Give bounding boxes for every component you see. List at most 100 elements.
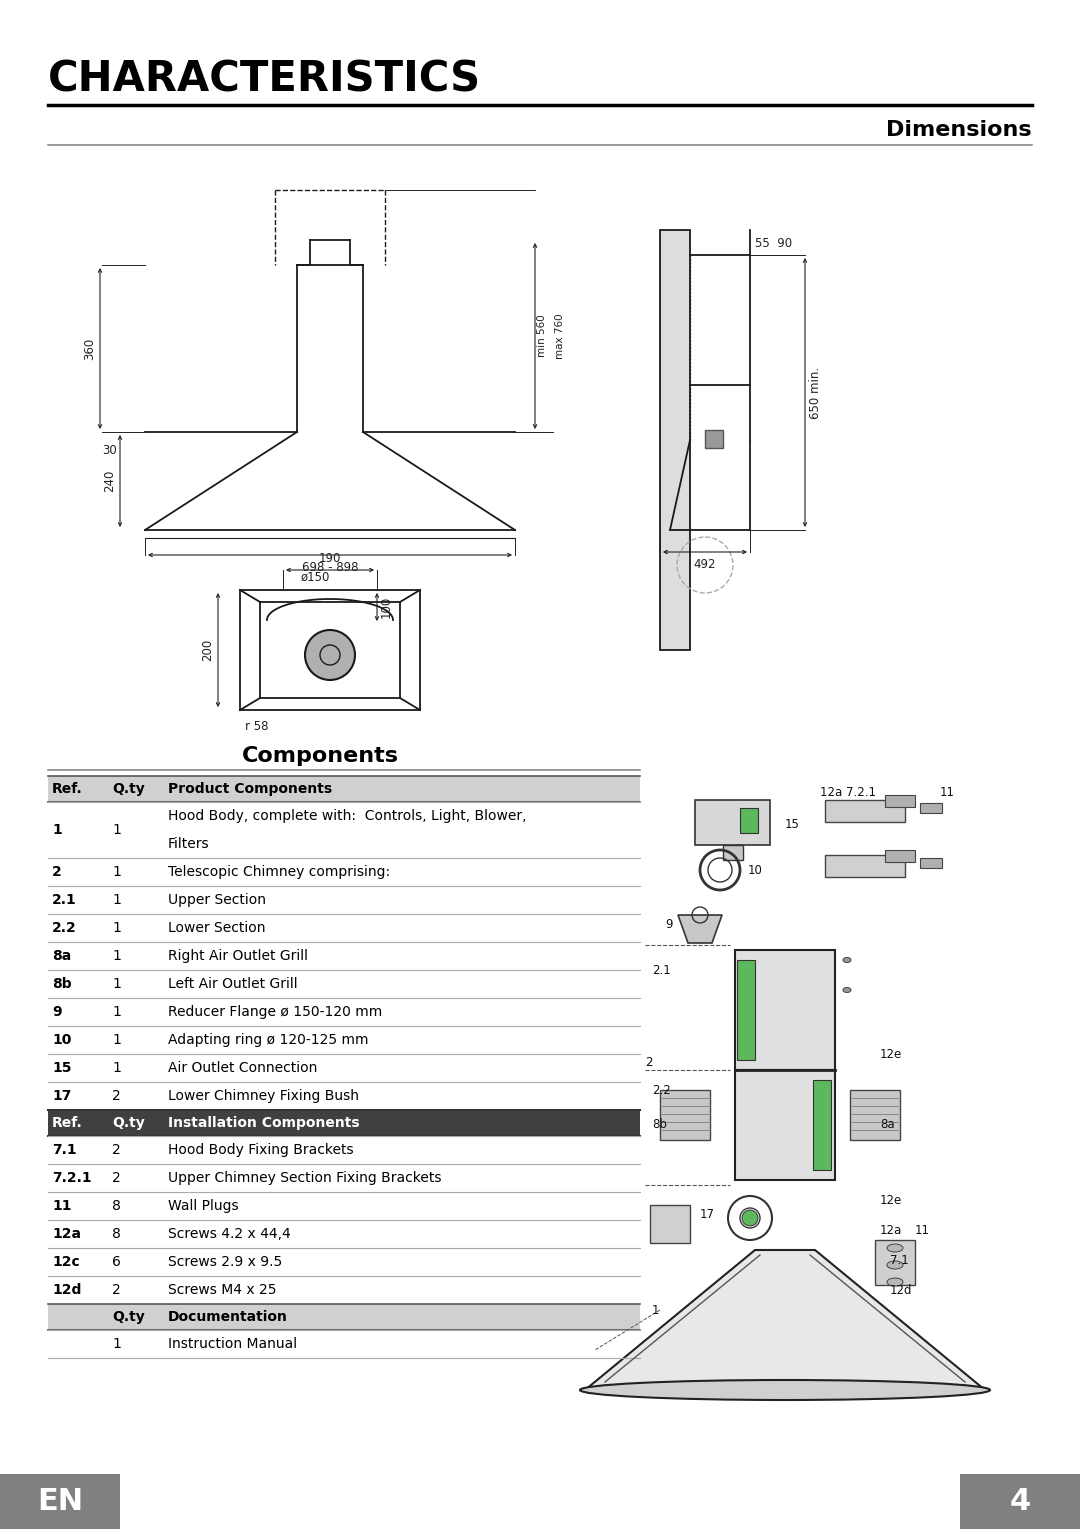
Text: Documentation: Documentation	[168, 1310, 288, 1324]
Bar	[920, 858, 942, 868]
Text: 1: 1	[112, 1336, 121, 1352]
Text: Ref.: Ref.	[52, 1116, 83, 1130]
Text: 12a: 12a	[52, 1226, 81, 1242]
Ellipse shape	[843, 988, 851, 992]
Text: 8: 8	[112, 1226, 121, 1242]
Circle shape	[305, 630, 355, 680]
Text: ø150: ø150	[300, 570, 329, 584]
Text: 11: 11	[52, 1199, 71, 1212]
Bar	[875, 1240, 915, 1284]
Text: Right Air Outlet Grill: Right Air Outlet Grill	[168, 950, 308, 963]
Text: 8a: 8a	[52, 950, 71, 963]
Bar	[885, 850, 915, 862]
Ellipse shape	[887, 1261, 903, 1269]
Text: Product Components: Product Components	[168, 781, 333, 797]
Text: 100: 100	[380, 596, 393, 618]
Bar	[825, 855, 905, 878]
Text: 11: 11	[940, 786, 955, 800]
FancyBboxPatch shape	[735, 1070, 835, 1180]
Text: Screws 4.2 x 44,4: Screws 4.2 x 44,4	[168, 1226, 291, 1242]
Bar	[48, 1110, 640, 1136]
Text: 7.1: 7.1	[890, 1254, 908, 1266]
Text: Hood Body, complete with:  Controls, Light, Blower,: Hood Body, complete with: Controls, Ligh…	[168, 809, 527, 823]
Bar	[825, 800, 905, 823]
Text: 492: 492	[693, 558, 716, 570]
Bar	[0, 1474, 120, 1529]
Text: 1: 1	[112, 1061, 121, 1075]
Bar	[650, 1205, 690, 1243]
Text: 1: 1	[112, 823, 121, 836]
Text: EN: EN	[37, 1488, 83, 1515]
Text: 12e: 12e	[880, 1049, 902, 1061]
Bar	[48, 1304, 640, 1330]
Text: Wall Plugs: Wall Plugs	[168, 1199, 239, 1212]
Text: Adapting ring ø 120-125 mm: Adapting ring ø 120-125 mm	[168, 1034, 368, 1047]
Text: 7.2.1: 7.2.1	[52, 1171, 92, 1185]
Text: 12d: 12d	[52, 1283, 81, 1297]
Ellipse shape	[887, 1278, 903, 1286]
Text: 1: 1	[52, 823, 62, 836]
Text: Screws 2.9 x 9.5: Screws 2.9 x 9.5	[168, 1255, 282, 1269]
Polygon shape	[678, 914, 723, 943]
Text: 8a: 8a	[880, 1119, 894, 1131]
Text: 30: 30	[103, 443, 118, 457]
Text: 2: 2	[112, 1283, 121, 1297]
Text: 698 - 898: 698 - 898	[301, 561, 359, 573]
Text: 2.2: 2.2	[652, 1084, 671, 1096]
Text: 12a 7.2.1: 12a 7.2.1	[820, 786, 876, 800]
Text: Screws M4 x 25: Screws M4 x 25	[168, 1283, 276, 1297]
Text: 15: 15	[52, 1061, 71, 1075]
Bar	[660, 229, 690, 650]
Text: 2: 2	[52, 865, 62, 879]
Text: Q.ty: Q.ty	[112, 1116, 145, 1130]
Text: r 58: r 58	[245, 720, 269, 732]
Text: 7.1: 7.1	[52, 1144, 77, 1157]
Text: 1: 1	[112, 950, 121, 963]
Text: Ref.: Ref.	[52, 781, 83, 797]
Text: Q.ty: Q.ty	[112, 1310, 145, 1324]
Text: 12c: 12c	[52, 1255, 80, 1269]
Text: 1: 1	[112, 865, 121, 879]
Text: 12a: 12a	[880, 1223, 902, 1237]
Bar	[740, 807, 758, 833]
Text: Filters: Filters	[168, 836, 210, 852]
Text: 190: 190	[319, 552, 341, 566]
Text: 10: 10	[748, 864, 762, 876]
Text: 2: 2	[645, 1055, 652, 1069]
Text: 9: 9	[665, 919, 673, 931]
Text: 1: 1	[112, 977, 121, 991]
Text: Telescopic Chimney comprising:: Telescopic Chimney comprising:	[168, 865, 390, 879]
Bar	[48, 777, 640, 803]
Text: 1: 1	[112, 1034, 121, 1047]
Text: 200: 200	[201, 639, 214, 661]
Text: 1: 1	[112, 893, 121, 907]
Bar	[737, 960, 755, 1060]
Text: Air Outlet Connection: Air Outlet Connection	[168, 1061, 318, 1075]
Text: 2.2: 2.2	[52, 920, 77, 936]
FancyBboxPatch shape	[735, 950, 835, 1070]
Text: Installation Components: Installation Components	[168, 1116, 360, 1130]
Text: 55  90: 55 90	[755, 237, 792, 251]
Text: max 760: max 760	[555, 313, 565, 359]
Text: 10: 10	[52, 1034, 71, 1047]
Text: CHARACTERISTICS: CHARACTERISTICS	[48, 58, 481, 99]
Text: 12d: 12d	[890, 1283, 913, 1297]
Text: 12e: 12e	[880, 1194, 902, 1206]
Text: 2.1: 2.1	[52, 893, 77, 907]
Text: Lower Section: Lower Section	[168, 920, 266, 936]
Text: 1: 1	[112, 920, 121, 936]
Text: Dimensions: Dimensions	[887, 119, 1032, 141]
Text: 15: 15	[785, 818, 800, 832]
Text: 17: 17	[700, 1208, 715, 1222]
Text: Lower Chimney Fixing Bush: Lower Chimney Fixing Bush	[168, 1089, 359, 1102]
Bar	[723, 846, 743, 859]
Bar	[850, 1090, 900, 1141]
Text: 650 min.: 650 min.	[809, 367, 822, 419]
Circle shape	[742, 1209, 758, 1226]
Polygon shape	[585, 1251, 985, 1390]
Text: 2.1: 2.1	[652, 963, 671, 977]
Text: min 560: min 560	[537, 315, 546, 358]
Text: Upper Section: Upper Section	[168, 893, 266, 907]
FancyBboxPatch shape	[696, 800, 770, 846]
Text: 8: 8	[112, 1199, 121, 1212]
